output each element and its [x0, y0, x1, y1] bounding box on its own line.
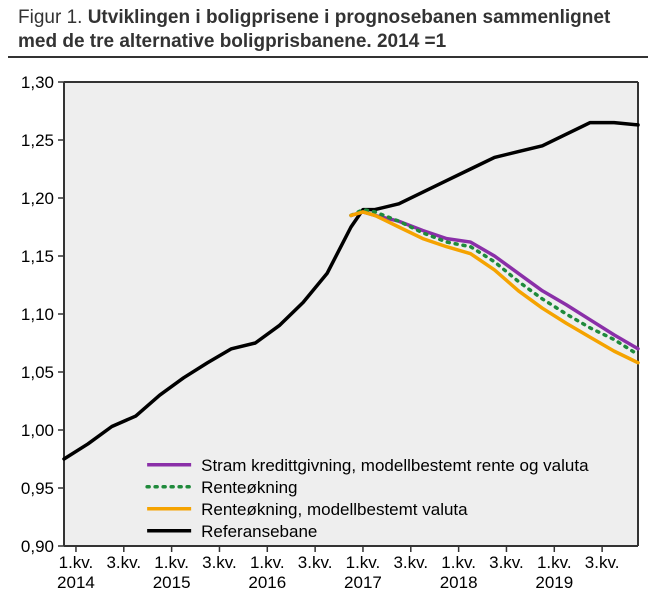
x-tick-label-top: 1.kv. — [441, 553, 476, 572]
figure-title-prefix: Figur 1. — [18, 7, 88, 28]
y-tick-label: 1,05 — [21, 363, 54, 382]
x-tick-label-bottom: 2019 — [535, 573, 573, 592]
y-tick-label: 0,95 — [21, 479, 54, 498]
y-tick-label: 1,25 — [21, 131, 54, 150]
x-tick-label-bottom: 2017 — [344, 573, 382, 592]
legend-label: Stram kredittgivning, modellbestemt rent… — [201, 456, 589, 475]
chart-svg: 0,90 0,95 1,00 1,05 1,10 1,15 1,20 1,25 1,30 1.kv… — [8, 72, 648, 594]
x-tick-label-top: 3.kv. — [298, 553, 333, 572]
y-tick-label: 0,90 — [21, 537, 54, 556]
x-tick-label-top: 1.kv. — [537, 553, 572, 572]
figure-container: Figur 1. Utviklingen i boligprisene i pr… — [0, 0, 656, 602]
y-tick-label: 1,30 — [21, 73, 54, 92]
x-tick-label-bottom: 2018 — [440, 573, 478, 592]
figure-title-bold: Utviklingen i boligprisene i prognoseban… — [18, 7, 610, 52]
y-tick-label: 1,00 — [21, 421, 54, 440]
x-tick-label-bottom: 2015 — [153, 573, 191, 592]
x-tick-label-top: 1.kv. — [59, 553, 94, 572]
x-tick-label-top: 3.kv. — [489, 553, 524, 572]
x-tick-label-top: 3.kv. — [106, 553, 141, 572]
x-tick-label-bottom: 2016 — [248, 573, 286, 592]
legend-label: Renteøkning, modellbestemt valuta — [201, 500, 468, 519]
chart-area: 0,90 0,95 1,00 1,05 1,10 1,15 1,20 1,25 1,30 1.kv… — [8, 72, 648, 594]
legend-label: Renteøkning — [201, 478, 297, 497]
x-tick-label-top: 3.kv. — [393, 553, 428, 572]
y-tick-label: 1,20 — [21, 189, 54, 208]
x-tick-label-top: 1.kv. — [346, 553, 381, 572]
x-tick-label-bottom: 2014 — [57, 573, 95, 592]
x-tick-label-top: 3.kv. — [585, 553, 620, 572]
figure-title: Figur 1. Utviklingen i boligprisene i pr… — [8, 0, 648, 58]
x-tick-label-top: 1.kv. — [154, 553, 189, 572]
y-tick-label: 1,10 — [21, 305, 54, 324]
x-tick-label-top: 1.kv. — [250, 553, 285, 572]
y-tick-label: 1,15 — [21, 247, 54, 266]
x-tick-label-top: 3.kv. — [202, 553, 237, 572]
legend-label: Referansebane — [201, 522, 317, 541]
